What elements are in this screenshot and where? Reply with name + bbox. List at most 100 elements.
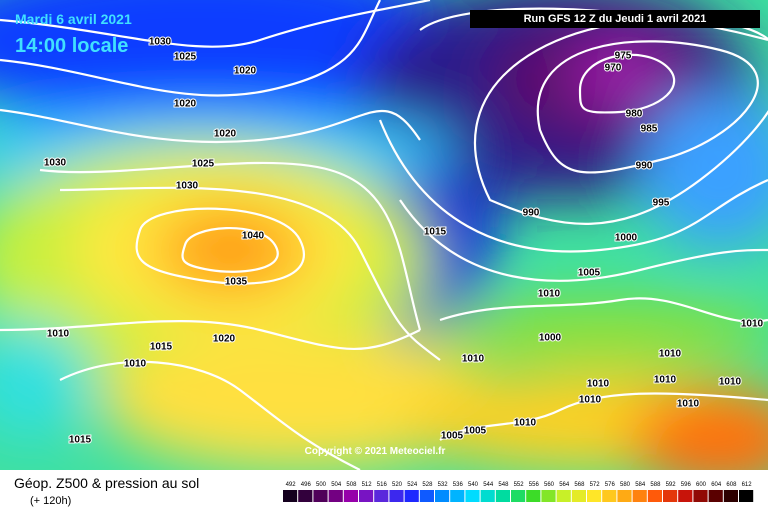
run-info: Run GFS 12 Z du Jeudi 1 avril 2021 [524, 13, 707, 25]
scale-label: 572 [590, 482, 601, 488]
scale-cell [298, 490, 313, 502]
scale-label: 596 [681, 482, 692, 488]
copyright: Copyright © 2021 Meteociel.fr [305, 446, 446, 457]
scale-label: 496 [301, 482, 312, 488]
scale-cell [511, 490, 526, 502]
isobar-label: 1020 [213, 334, 236, 345]
scale-label: 532 [438, 482, 449, 488]
isobar-label: 1020 [214, 129, 237, 140]
scale-cell [556, 490, 571, 502]
isobar-label: 1030 [149, 37, 172, 48]
scale-cell [708, 490, 723, 502]
scale-cell [419, 490, 434, 502]
scale-label: 600 [696, 482, 707, 488]
isobar-label: 1030 [176, 181, 199, 192]
isobar-label: 1010 [538, 289, 561, 300]
date: Mardi 6 avril 2021 [15, 11, 132, 27]
scale-label: 548 [498, 482, 509, 488]
scale-label: 580 [620, 482, 631, 488]
scale-label: 564 [559, 482, 570, 488]
lead-time: (+ 120h) [30, 495, 71, 507]
scale-cell [526, 490, 541, 502]
scale-label: 576 [605, 482, 616, 488]
scale-label: 608 [726, 482, 737, 488]
isobar-label: 1010 [659, 349, 682, 360]
scale-cell [389, 490, 404, 502]
isobar-label: 1005 [464, 426, 487, 437]
scale-label: 584 [635, 482, 646, 488]
isobar-label: 1010 [677, 399, 700, 410]
isobar-label: 1010 [462, 354, 485, 365]
scale-cell [647, 490, 662, 502]
scale-label: 516 [377, 482, 388, 488]
isobar-label: 975 [615, 51, 632, 62]
isobar-label: 1020 [174, 99, 197, 110]
color-scale: 492 496 500 504 508 512 516 520 524 528 532 536 540 5… [283, 482, 754, 502]
scale-cell [693, 490, 708, 502]
scale-label: 524 [407, 482, 418, 488]
footer-title: Géop. Z500 & pression au sol [14, 475, 199, 491]
isobar-label: 1020 [234, 66, 257, 77]
scale-cell [723, 490, 738, 502]
scale-label: 552 [514, 482, 525, 488]
scale-label: 520 [392, 482, 403, 488]
isobar-label: 1000 [539, 333, 562, 344]
scale-label: 612 [742, 482, 753, 488]
scale-label: 536 [453, 482, 464, 488]
scale-cell [663, 490, 678, 502]
scale-label: 540 [468, 482, 479, 488]
isobar-label: 1025 [174, 52, 197, 63]
isobar-label: 1000 [615, 233, 638, 244]
scale-cell [359, 490, 374, 502]
scale-label: 604 [711, 482, 722, 488]
scale-label: 492 [286, 482, 297, 488]
scale-cell [328, 490, 343, 502]
scale-label: 528 [422, 482, 433, 488]
scale-cell [632, 490, 647, 502]
scale-label: 544 [483, 482, 494, 488]
isobar-label: 980 [626, 109, 643, 120]
isobar-label: 1015 [69, 435, 92, 446]
scale-cell [571, 490, 586, 502]
isobar-label: 1030 [44, 158, 67, 169]
isobar-label: 1010 [719, 377, 742, 388]
isobar-label: 1040 [242, 231, 265, 242]
isobar-label: 1010 [741, 319, 764, 330]
isobar-label: 1025 [192, 159, 215, 170]
isobar-label: 990 [636, 161, 653, 172]
scale-cell [495, 490, 510, 502]
scale-cell [739, 490, 754, 502]
scale-cell [602, 490, 617, 502]
scale-cell [404, 490, 419, 502]
run-box [470, 10, 760, 28]
isobar-label: 1010 [654, 375, 677, 386]
scale-label: 512 [362, 482, 373, 488]
isobar-label: 1010 [579, 395, 602, 406]
isobar-label: 1015 [424, 227, 447, 238]
isobar-label: 1015 [150, 342, 173, 353]
scale-cell [587, 490, 602, 502]
scale-cell [678, 490, 693, 502]
scale-cell [283, 490, 298, 502]
isobar-label: 970 [605, 63, 622, 74]
scale-cell [480, 490, 495, 502]
isobar-label: 1005 [578, 268, 601, 279]
scale-cell [374, 490, 389, 502]
scale-cell [541, 490, 556, 502]
scale-cell [450, 490, 465, 502]
isobar-label: 1005 [441, 431, 464, 442]
geopotential-field [0, 0, 768, 470]
isobar-label: 1010 [587, 379, 610, 390]
scale-label: 556 [529, 482, 540, 488]
scale-cell [465, 490, 480, 502]
isobar-label: 1010 [124, 359, 147, 370]
scale-label: 504 [331, 482, 342, 488]
scale-label: 568 [574, 482, 585, 488]
isobar-label: 1010 [47, 329, 70, 340]
scale-cell [343, 490, 358, 502]
scale-cell [313, 490, 328, 502]
scale-label: 592 [666, 482, 677, 488]
scale-label: 588 [650, 482, 661, 488]
